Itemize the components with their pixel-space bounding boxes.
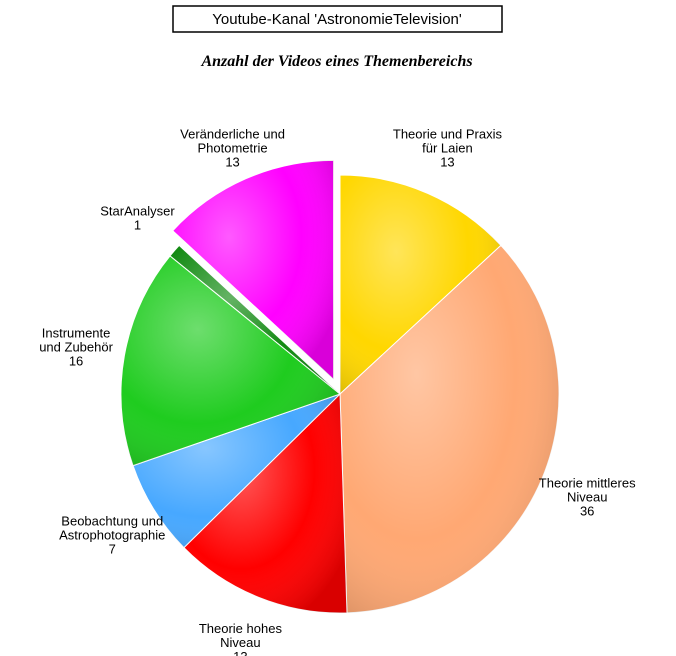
- slice-label: Theorie mittleres Niveau: [539, 476, 636, 505]
- value-label: 1: [134, 217, 141, 232]
- chart-title: Youtube-Kanal 'AstronomieTelevision': [212, 11, 462, 28]
- slice-label: Theorie und Praxis für Laien: [393, 126, 503, 155]
- slice-label: Veränderliche und Photometrie: [180, 126, 285, 155]
- chart-subtitle: Anzahl der Videos eines Themenbereichs: [200, 53, 472, 70]
- value-label: 13: [440, 154, 454, 169]
- slice-label: StarAnalyser: [100, 203, 175, 218]
- slice-label: Instrumente und Zubehör: [39, 325, 113, 354]
- value-label: 16: [69, 353, 83, 368]
- value-label: 13: [225, 154, 239, 169]
- value-label: 7: [109, 541, 116, 556]
- value-label: 13: [233, 649, 247, 656]
- slice-label: Theorie hohes Niveau: [199, 621, 283, 650]
- title-box: [172, 5, 503, 33]
- pie: [120, 159, 560, 614]
- value-label: 36: [580, 504, 594, 519]
- slice-label: Beobachtung und Astrophotographie: [59, 513, 165, 542]
